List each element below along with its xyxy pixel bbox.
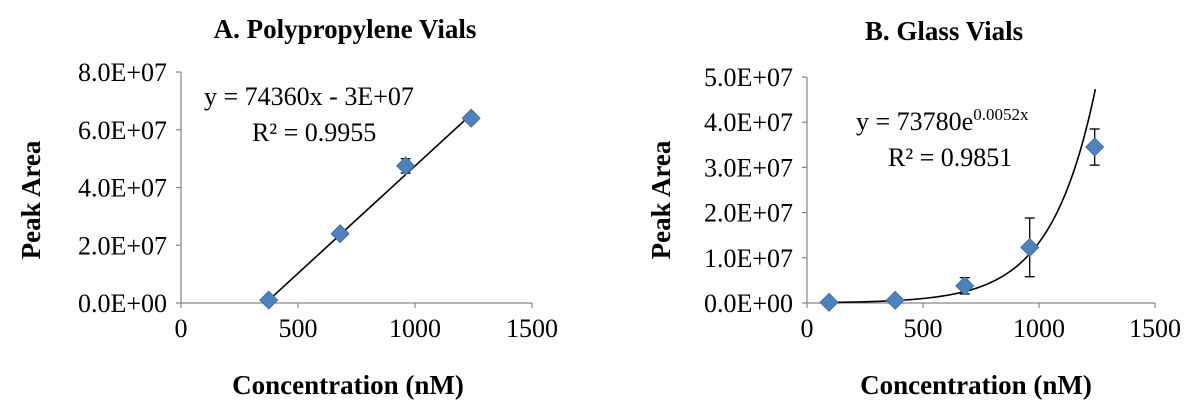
data-point (1085, 137, 1105, 157)
trendline-equation: y = 74360x - 3E+07 (204, 82, 414, 111)
x-tick-label: 0 (801, 314, 814, 343)
y-tick-labels: 0.0E+00 2.0E+07 4.0E+07 6.0E+07 8.0E+07 (78, 58, 167, 318)
trendline-equation-base: y = 73780e (856, 107, 973, 136)
y-tick-label: 1.0E+07 (704, 244, 793, 273)
data-point (461, 108, 481, 128)
trendline-r2: R² = 0.9955 (252, 118, 376, 147)
y-axis-title: Peak Area (646, 140, 676, 259)
y-tick-label: 2.0E+07 (704, 199, 793, 228)
data-point (885, 290, 905, 310)
x-tick-labels: 0 500 1000 1500 (801, 314, 1182, 343)
chart-glass: B. Glass Vials Concentration (nM) Peak A… (646, 16, 1181, 400)
data-points (819, 137, 1105, 312)
x-tick-labels: 0 500 1000 1500 (175, 314, 559, 343)
trendline-r2: R² = 0.9851 (888, 143, 1012, 172)
data-points (259, 108, 481, 310)
trendline (268, 113, 472, 301)
y-tick-labels: 0.0E+00 1.0E+07 2.0E+07 3.0E+07 4.0E+07 5.0E+… (704, 63, 793, 318)
x-tick-label: 1000 (389, 314, 441, 343)
y-tick-label: 4.0E+07 (78, 174, 167, 203)
x-tick-label: 1000 (1013, 314, 1065, 343)
x-tick-label: 1500 (506, 314, 558, 343)
x-axis-title: Concentration (nM) (232, 370, 464, 400)
data-point (330, 224, 350, 244)
data-point (955, 276, 975, 296)
x-tick-label: 500 (904, 314, 943, 343)
y-tick-label: 5.0E+07 (704, 63, 793, 92)
chart-title: B. Glass Vials (865, 16, 1023, 46)
y-tick-label: 8.0E+07 (78, 58, 167, 87)
y-tick-label: 6.0E+07 (78, 116, 167, 145)
chart-title: A. Polypropylene Vials (214, 14, 477, 44)
y-tick-label: 2.0E+07 (78, 231, 167, 260)
trendline-equation-exponent: 0.0052x (973, 105, 1029, 124)
trendline-line (268, 113, 472, 301)
x-tick-label: 1500 (1129, 314, 1181, 343)
x-tick-label: 500 (279, 314, 318, 343)
y-tick-label: 3.0E+07 (704, 153, 793, 182)
tick-marks (802, 76, 1156, 308)
chart-polypropylene: A. Polypropylene Vials Concentration (nM… (16, 14, 558, 400)
data-point (1020, 237, 1040, 257)
data-point (259, 290, 279, 310)
y-tick-label: 0.0E+00 (78, 289, 167, 318)
data-point (819, 292, 839, 312)
trendline-equation: y = 73780e0.0052x (856, 105, 1029, 136)
tick-marks (176, 71, 533, 308)
y-tick-label: 4.0E+07 (704, 108, 793, 137)
x-axis-title: Concentration (nM) (860, 370, 1092, 400)
x-tick-label: 0 (175, 314, 188, 343)
y-axis-title: Peak Area (16, 140, 46, 259)
data-point (396, 156, 416, 176)
y-tick-label: 0.0E+00 (704, 289, 793, 318)
